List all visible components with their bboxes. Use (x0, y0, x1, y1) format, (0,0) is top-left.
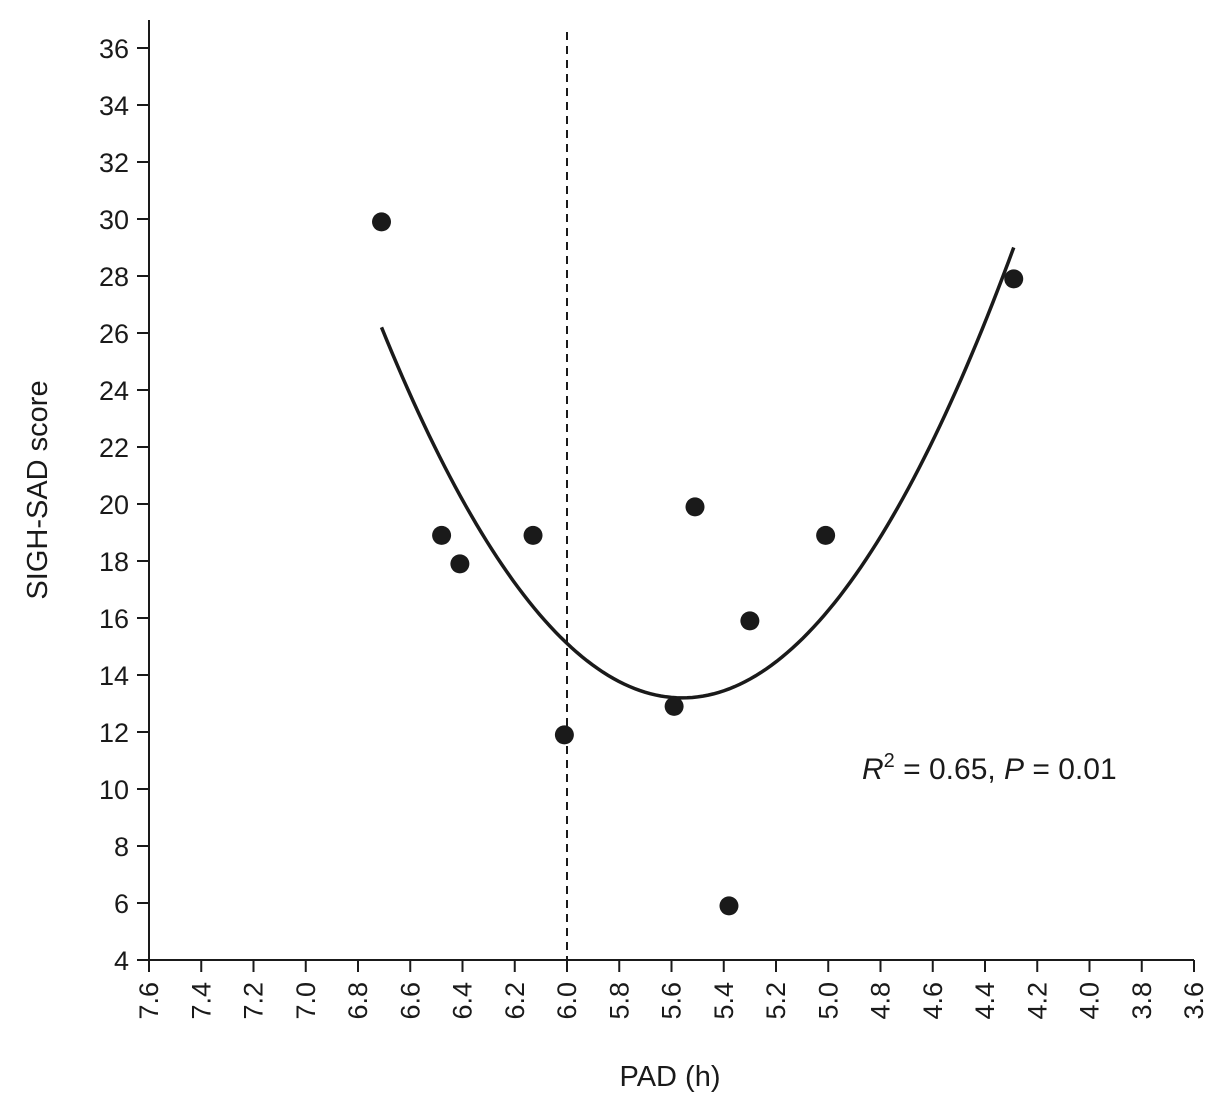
p-value-text: = 0.01 (1024, 753, 1117, 786)
data-point (740, 611, 760, 631)
y-tick-label: 24 (99, 376, 129, 406)
y-tick-label: 22 (99, 433, 129, 463)
x-tick-label: 4.0 (1075, 982, 1105, 1020)
fit-statistics-annotation: R2 = 0.65, P = 0.01 (862, 750, 1117, 786)
x-tick-label: 7.4 (186, 982, 216, 1020)
y-tick-label: 36 (99, 34, 129, 64)
y-tick-label: 8 (114, 832, 129, 862)
data-point (1004, 269, 1024, 289)
y-tick-label: 28 (99, 262, 129, 292)
data-point (372, 212, 392, 232)
y-tick-label: 6 (114, 889, 129, 919)
y-tick-label: 4 (114, 946, 129, 976)
x-tick-label: 6.8 (343, 982, 373, 1020)
r-symbol: R (862, 753, 884, 786)
p-symbol: P (1004, 753, 1024, 786)
data-point (523, 525, 543, 545)
data-point (450, 554, 470, 574)
x-tick-label: 4.8 (866, 982, 896, 1020)
x-tick-label: 6.2 (500, 982, 530, 1020)
data-point (685, 497, 705, 517)
y-axis-title: SIGH-SAD score (22, 380, 54, 599)
r-exponent: 2 (884, 750, 895, 772)
y-tick-label: 26 (99, 319, 129, 349)
x-tick-label: 5.2 (761, 982, 791, 1020)
x-tick-label: 4.6 (918, 982, 948, 1020)
x-tick-label: 5.4 (709, 982, 739, 1020)
x-tick-label: 6.4 (448, 982, 478, 1020)
y-tick-label: 18 (99, 547, 129, 577)
y-tick-label: 30 (99, 205, 129, 235)
y-tick-label: 32 (99, 148, 129, 178)
x-tick-label: 7.0 (291, 982, 321, 1020)
x-tick-label: 5.6 (657, 982, 687, 1020)
y-tick-label: 10 (99, 775, 129, 805)
y-tick-label: 14 (99, 661, 129, 691)
data-point (554, 725, 574, 745)
data-point (432, 525, 452, 545)
y-tick-label: 34 (99, 91, 129, 121)
r-value-text: = 0.65, (895, 753, 1004, 786)
x-tick-label: 5.8 (604, 982, 634, 1020)
x-tick-label: 6.0 (552, 982, 582, 1020)
x-tick-label: 7.6 (134, 982, 164, 1020)
data-point (719, 896, 739, 916)
x-tick-label: 7.2 (239, 982, 269, 1020)
x-tick-label: 6.6 (395, 982, 425, 1020)
y-tick-label: 12 (99, 718, 129, 748)
x-tick-label: 4.4 (970, 982, 1000, 1020)
y-tick-label: 16 (99, 604, 129, 634)
x-tick-label: 3.8 (1127, 982, 1157, 1020)
y-tick-label: 20 (99, 490, 129, 520)
x-axis-title: PAD (h) (620, 1061, 721, 1093)
data-point (816, 525, 836, 545)
fit-curve (379, 246, 1016, 700)
x-tick-label: 4.2 (1022, 982, 1052, 1020)
x-tick-label: 5.0 (813, 982, 843, 1020)
data-point (664, 696, 684, 716)
x-tick-label: 3.6 (1179, 982, 1209, 1020)
